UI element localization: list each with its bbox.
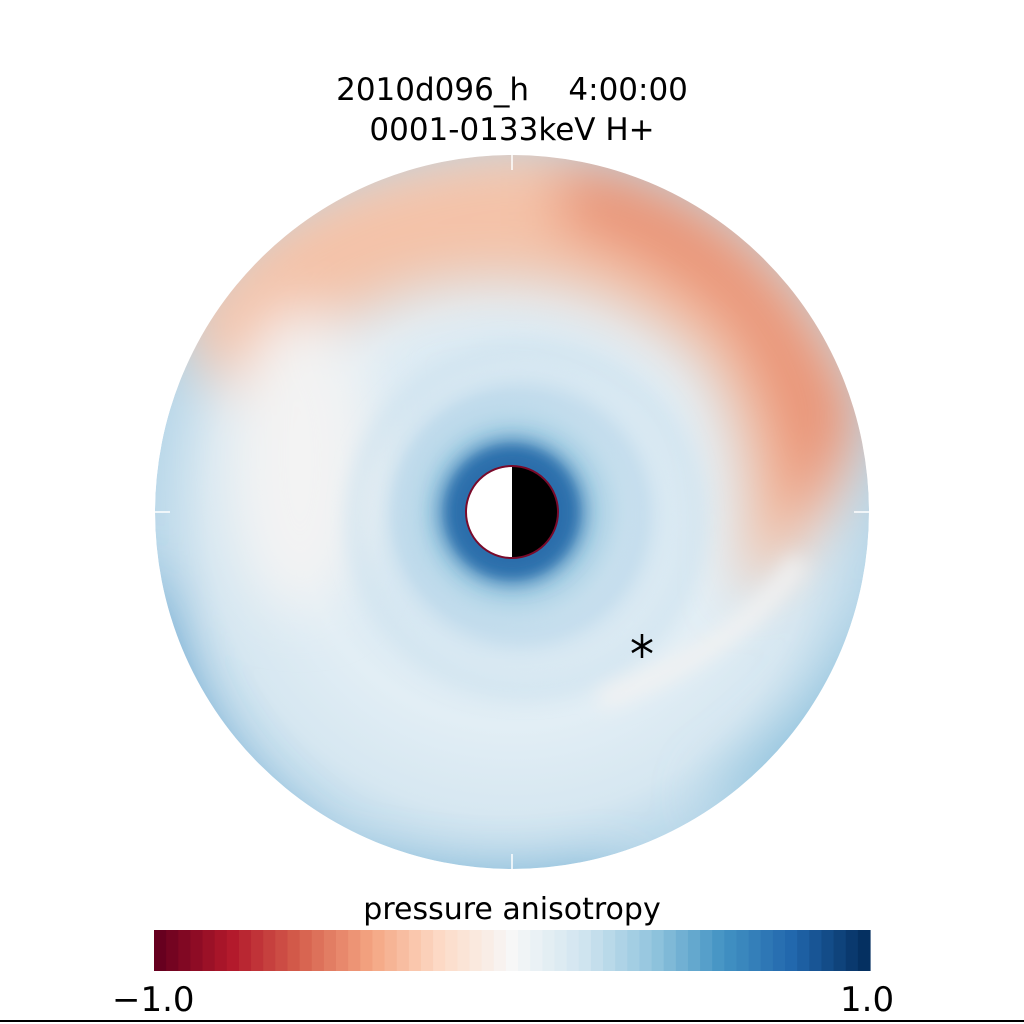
asterisk-marker [631,634,653,658]
colorbar-segment [554,930,568,971]
colorbar-segment [518,930,531,971]
colorbar-segment [578,930,592,971]
earth-icon [465,465,559,559]
colorbar-segment [748,930,762,971]
colorbar-segment [663,930,677,971]
colorbar-segment [299,930,313,971]
colorbar-segment [190,930,204,971]
colorbar-segment [263,930,276,971]
colorbar-segment [348,930,361,971]
colorbar-segment [493,930,507,971]
colorbar-segment [445,930,458,971]
colorbar-segment [675,930,689,971]
bottom-border [0,1020,1024,1022]
colorbar-segment [590,930,604,971]
colorbar-segment [408,930,422,971]
colorbar-segment [712,930,725,971]
colorbar-segment [603,930,616,971]
colorbar-min-label: −1.0 [112,980,195,1020]
colorbar-segment [736,930,750,971]
colorbar-segment [651,930,665,971]
colorbar-segment [287,930,301,971]
colorbar-segment [226,930,240,971]
colorbar-segment [469,930,483,971]
colorbar-segment [360,930,374,971]
colorbar-segment [687,930,701,971]
colorbar-segment [530,930,543,971]
colorbar-segment [178,930,192,971]
colorbar-segment [372,930,386,971]
colorbar-segment [275,930,289,971]
axis-ticks [155,155,869,869]
colorbar-segment [251,930,264,971]
colorbar [154,930,871,971]
colorbar-segment [323,930,337,971]
colorbar-segment [760,930,774,971]
colorbar-segment [214,930,228,971]
colorbar-segment [627,930,641,971]
colorbar-max-label: 1.0 [840,980,895,1020]
colorbar-segment [336,930,349,971]
colorbar-segment [166,930,179,971]
colorbar-segment [639,930,653,971]
plot-title-line1: 2010d096_h 4:00:00 [336,72,688,108]
colorbar-segment [542,930,556,971]
colorbar-segment [238,930,252,971]
colorbar-segment [384,930,398,971]
colorbar-segment [797,930,810,971]
colorbar-segment [833,930,847,971]
colorbar-segment [700,930,713,971]
colorbar-segment [505,930,519,971]
colorbar-segment [845,930,859,971]
colorbar-segment [566,930,580,971]
colorbar-label: pressure anisotropy [363,892,661,927]
colorbar-segment [420,930,434,971]
colorbar-segment [433,930,446,971]
plot-title-line2: 0001-0133keV H+ [369,112,655,148]
colorbar-segment [396,930,410,971]
colorbar-segment [821,930,835,971]
colorbar-segment [724,930,738,971]
colorbar-segment [202,930,216,971]
colorbar-segment [481,930,495,971]
colorbar-segment [615,930,628,971]
colorbar-segment [311,930,325,971]
colorbar-segment [154,930,167,971]
colorbar-segment [772,930,786,971]
colorbar-segment [809,930,823,971]
colorbar-segment [785,930,798,971]
colorbar-segment [857,930,871,971]
colorbar-segment [457,930,471,971]
